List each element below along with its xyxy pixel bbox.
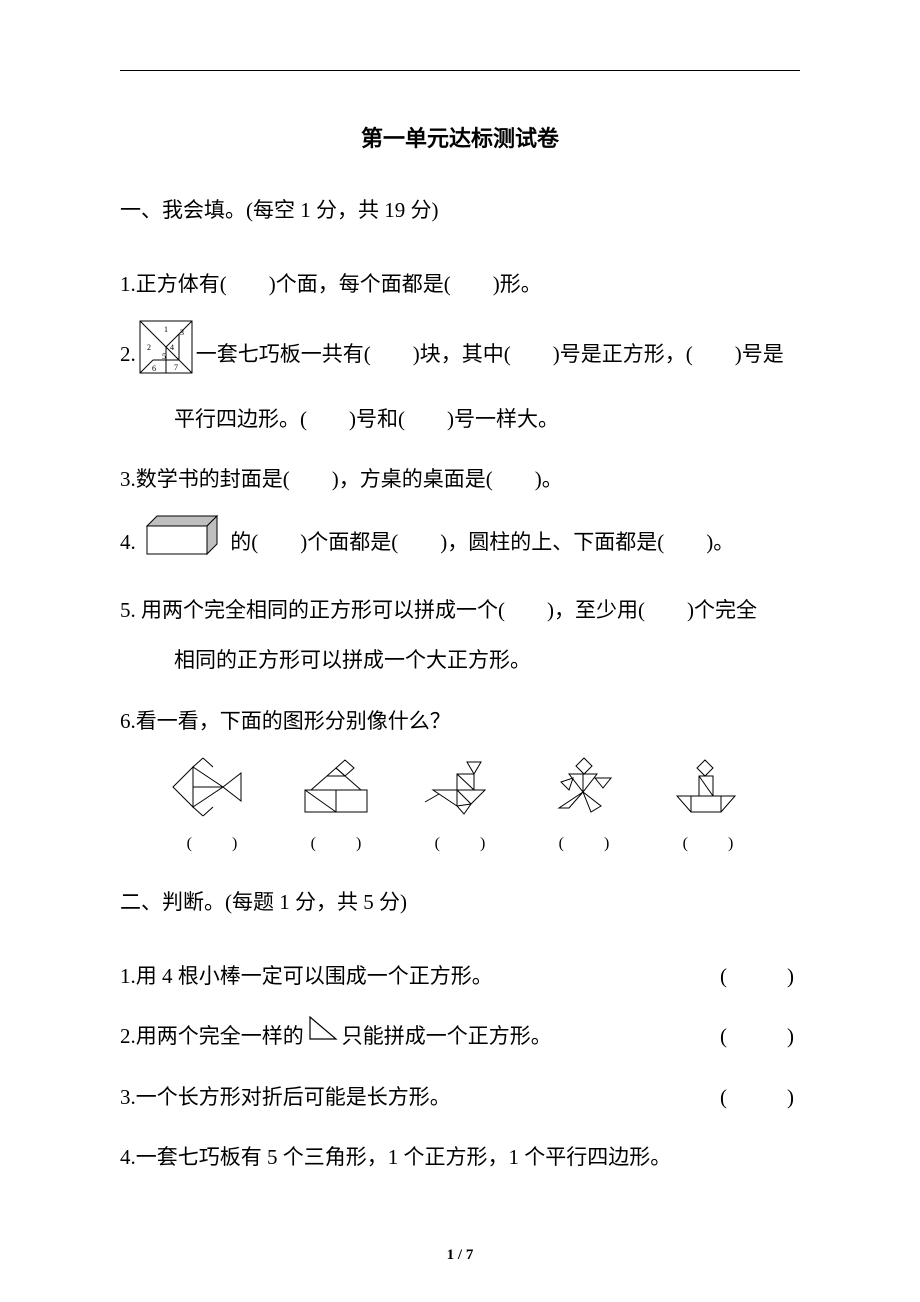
tangram-figure-row: ( ) ( ) (120, 756, 800, 853)
fig-caption-5: ( ) (663, 829, 753, 853)
tangram-label-6: 6 (152, 364, 156, 373)
s1-q5-cont: 相同的正方形可以拼成一个大正方形。 (120, 635, 800, 685)
s2-q4: 4.一套七巧板有 5 个三角形，1 个正方形，1 个平行四边形。 (120, 1132, 800, 1182)
s2-q2: 2.用两个完全一样的 只能拼成一个正方形。 ( ) (120, 1011, 800, 1061)
s1-q4-mid: 的( )个面都是( )，圆柱的上、下面都是( )。 (225, 530, 734, 554)
s2-q2-post: 只能拼成一个正方形。 (342, 1011, 552, 1061)
tangram-label-4: 4 (170, 343, 174, 352)
s1-q6: 6.看一看，下面的图形分别像什么？ (120, 696, 800, 746)
s2-q3-text: 3.一个长方形对折后可能是长方形。 (120, 1072, 451, 1122)
s1-q3: 3.数学书的封面是( )，方桌的桌面是( )。 (120, 454, 800, 504)
s2-q1-text: 1.用 4 根小棒一定可以围成一个正方形。 (120, 951, 493, 1001)
section2-heading: 二、判断。(每题 1 分，共 5 分) (120, 883, 800, 923)
tangram-fig-person: ( ) (539, 756, 629, 853)
fig-caption-3: ( ) (415, 829, 505, 853)
tangram-label-5: 5 (162, 352, 166, 361)
page-number: 1 / 7 (0, 1247, 920, 1264)
tangram-fig-fish: ( ) (167, 756, 257, 853)
right-triangle-icon (306, 1011, 340, 1061)
tangram-fig-house: ( ) (291, 756, 381, 853)
doc-title: 第一单元达标测试卷 (120, 121, 800, 153)
page: 第一单元达标测试卷 一、我会填。(每空 1 分，共 19 分) 1.正方体有( … (0, 0, 920, 1182)
section1-heading: 一、我会填。(每空 1 分，共 19 分) (120, 191, 800, 231)
tangram-label-1: 1 (164, 325, 168, 334)
tangram-fig-bird: ( ) (415, 756, 505, 853)
s1-q2-mid: 一套七巧板一共有( )块，其中( )号是正方形，( )号是 (196, 342, 784, 366)
top-rule (120, 70, 800, 71)
s2-q2-pre: 2.用两个完全一样的 (120, 1011, 304, 1061)
s1-q5: 5. 用两个完全相同的正方形可以拼成一个( )，至少用( )个完全 相同的正方形… (120, 585, 800, 686)
fig-caption-2: ( ) (291, 829, 381, 853)
tangram-square-icon: 1 2 3 4 5 6 7 (138, 319, 194, 393)
s2-q3-paren: ( ) (720, 1072, 800, 1122)
s1-q5-text: 5. 用两个完全相同的正方形可以拼成一个( )，至少用( )个完全 (120, 598, 757, 622)
s1-q2: 2. 1 2 3 4 5 6 7 (120, 319, 800, 444)
tangram-fig-boat: ( ) (663, 756, 753, 853)
s2-q2-paren: ( ) (720, 1011, 800, 1061)
tangram-label-2: 2 (147, 343, 151, 352)
tangram-label-3: 3 (180, 328, 184, 337)
s2-q1-paren: ( ) (720, 951, 800, 1001)
fig-caption-1: ( ) (167, 829, 257, 853)
s1-q1: 1.正方体有( )个面，每个面都是( )形。 (120, 259, 800, 309)
s2-q1: 1.用 4 根小棒一定可以围成一个正方形。 ( ) (120, 951, 800, 1001)
s1-q2-cont: 平行四边形。( )号和( )号一样大。 (120, 394, 800, 444)
s2-q3: 3.一个长方形对折后可能是长方形。 ( ) (120, 1072, 800, 1122)
s1-q4: 4. 的( )个面都是( )，圆柱的上、下面都是( )。 (120, 514, 800, 574)
fig-caption-4: ( ) (539, 829, 629, 853)
tangram-label-7: 7 (174, 363, 178, 372)
cuboid-icon (143, 514, 223, 574)
s1-q4-pre: 4. (120, 530, 141, 554)
s1-q2-pre: 2. (120, 342, 136, 366)
